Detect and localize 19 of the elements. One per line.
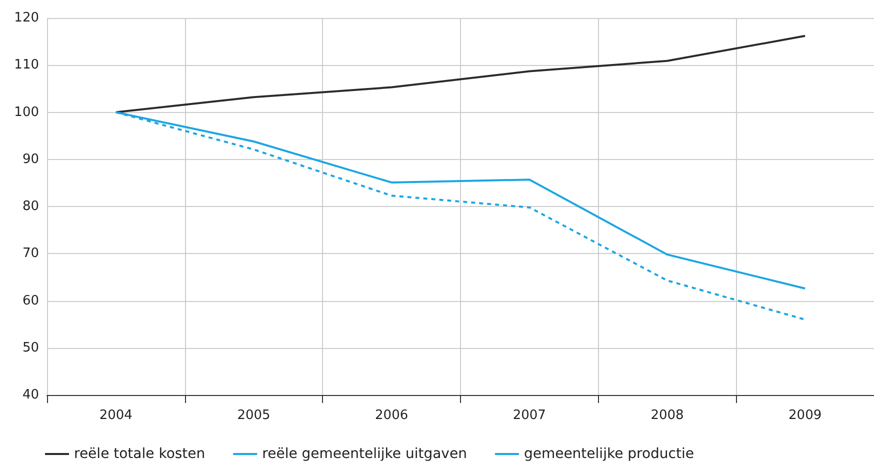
y-tick-label: 50: [22, 340, 39, 356]
x-tick-label: 2005: [237, 408, 270, 423]
line-series: [114, 34, 806, 114]
legend-label: reële gemeentelijke uitgaven: [262, 446, 467, 462]
y-tick-label: 110: [14, 58, 39, 73]
legend-label: reële totale kosten: [74, 446, 206, 462]
y-tick-label: 70: [22, 246, 39, 262]
x-tick-label: 2006: [375, 408, 408, 423]
y-tick-label: 80: [22, 199, 39, 214]
y-tick-label: 40: [22, 388, 39, 402]
y-tick-label: 60: [22, 293, 39, 308]
x-tick-label: 2007: [512, 408, 546, 423]
y-tick-label: 100: [14, 104, 39, 120]
legend-label: gemeentelijke productie: [524, 446, 694, 462]
y-tick-label: 120: [14, 10, 39, 26]
y-tick-label: 90: [22, 152, 39, 167]
x-tick-label: 2009: [788, 408, 822, 423]
x-tick-label: 2004: [99, 408, 132, 423]
x-tick-label: 2008: [650, 408, 684, 423]
